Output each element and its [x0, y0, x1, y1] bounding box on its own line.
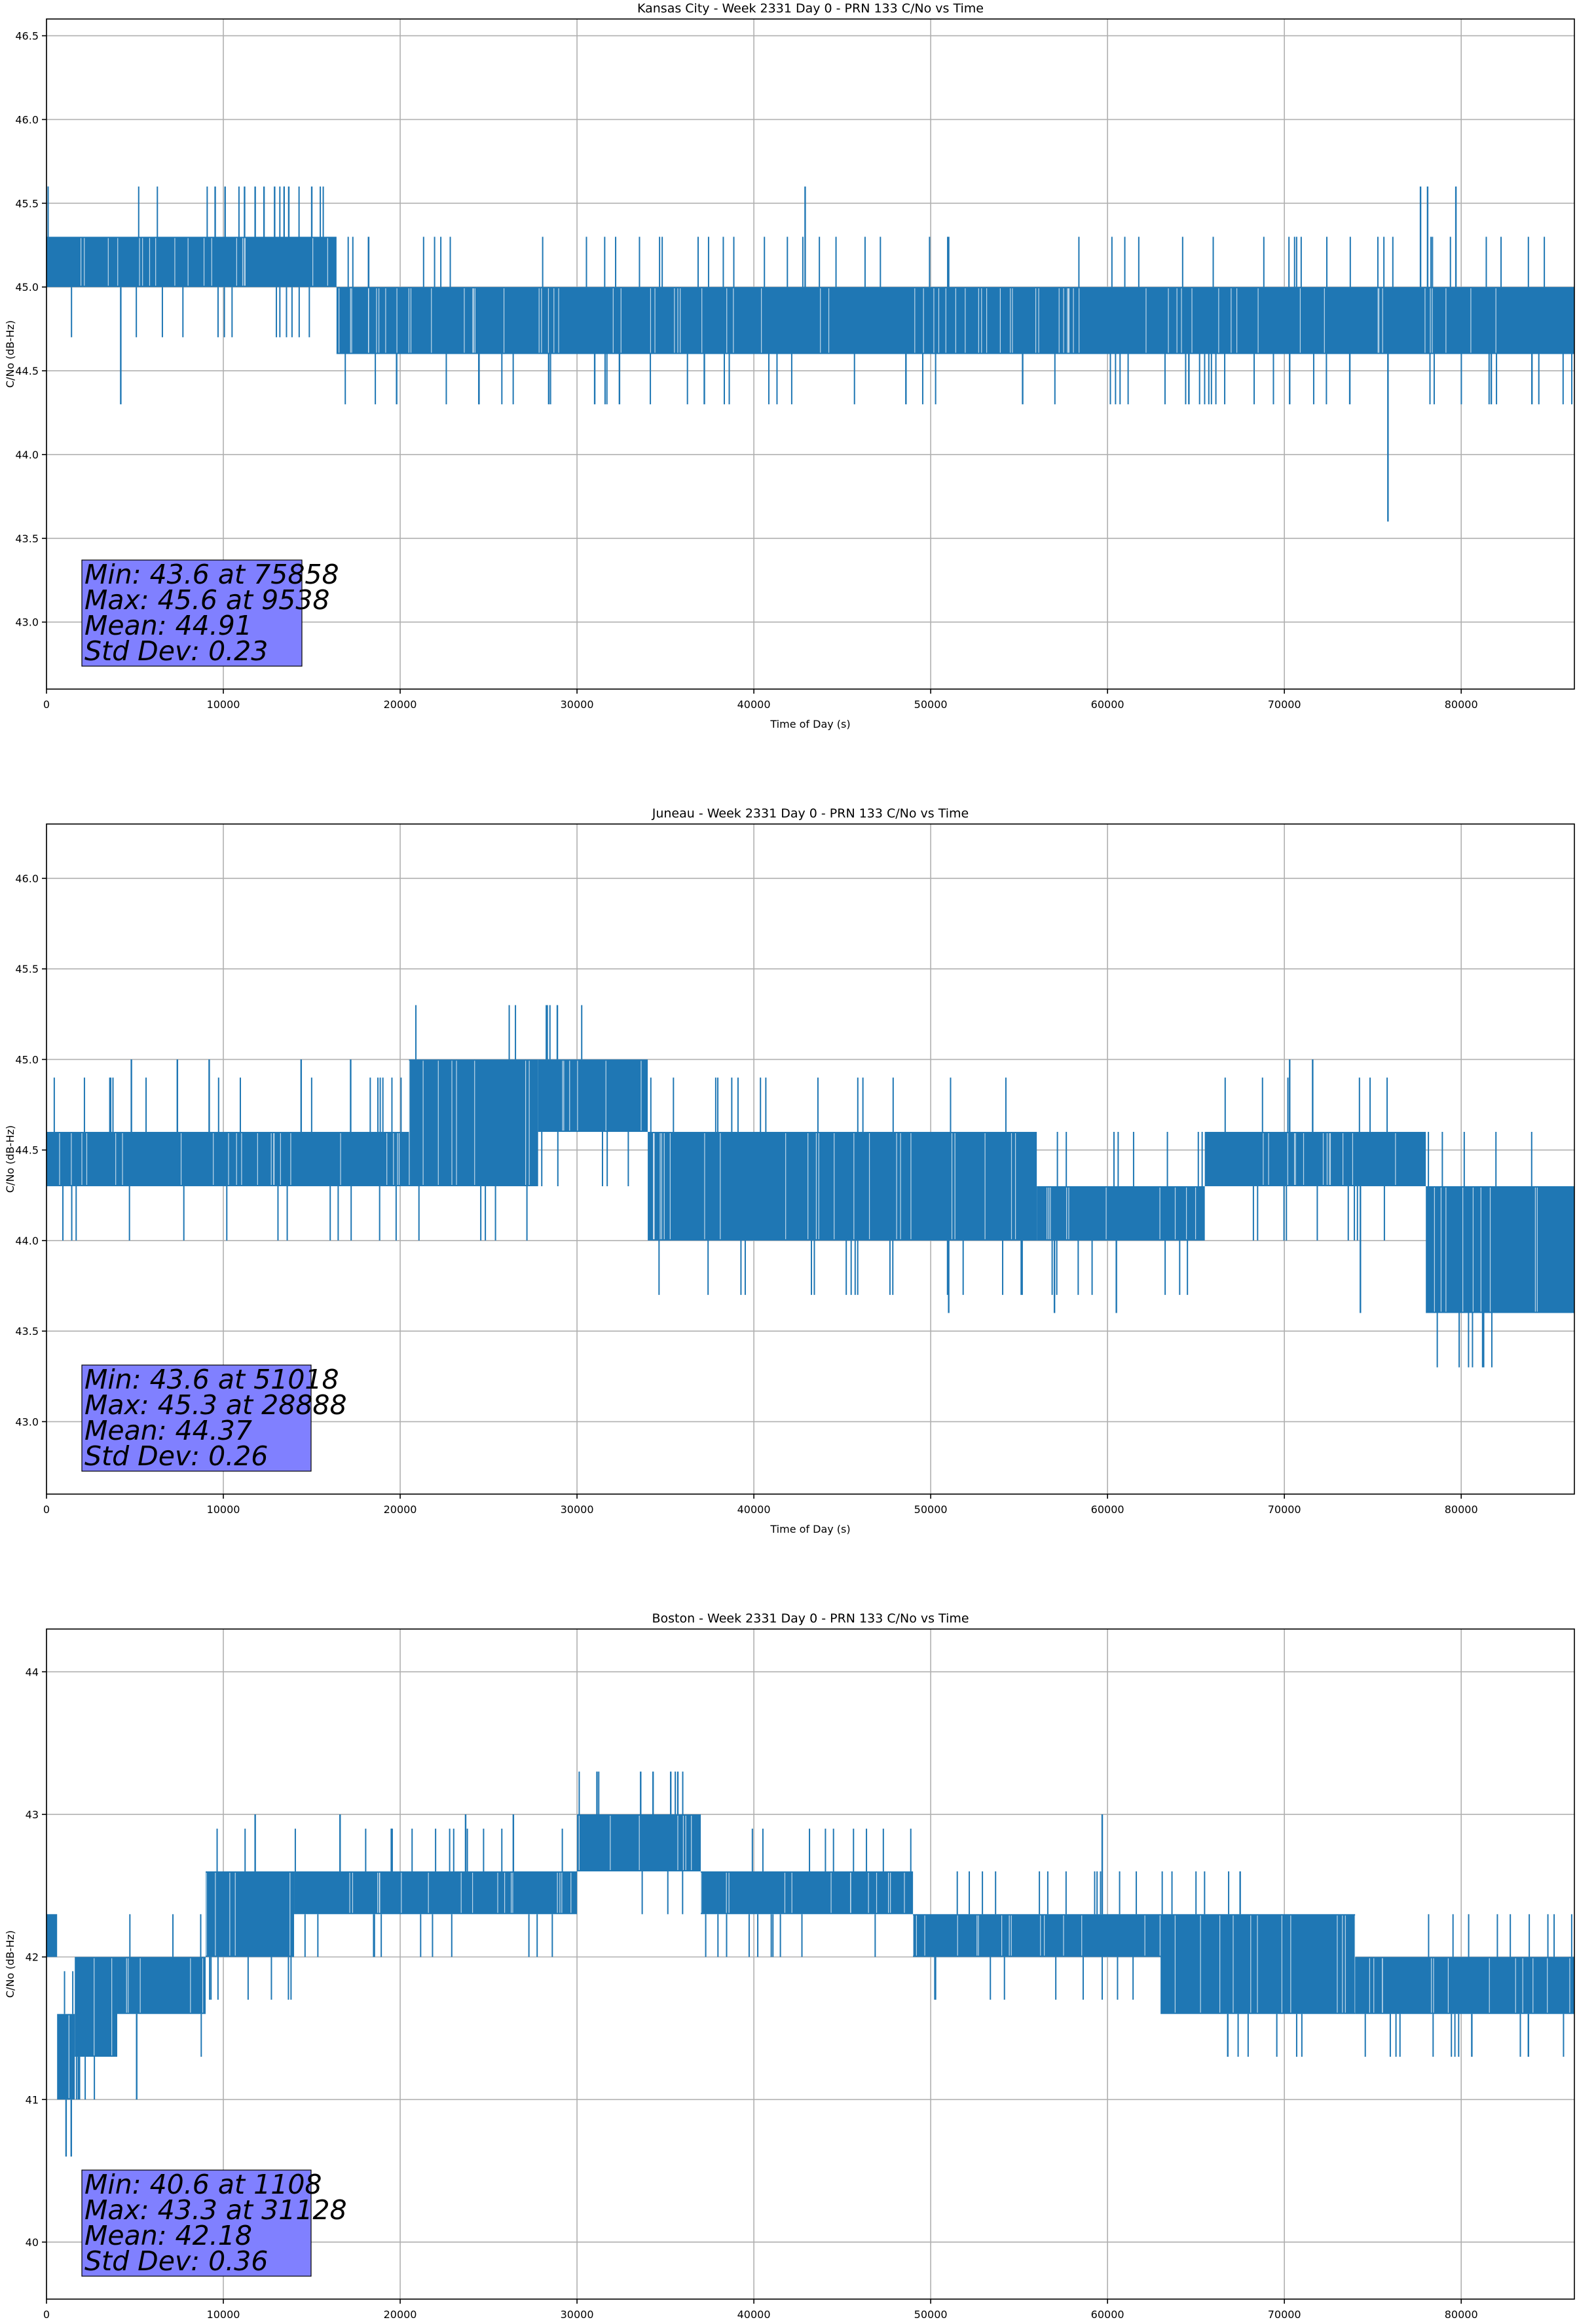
data-band	[46, 236, 337, 288]
x-tick-label: 10000	[207, 698, 240, 711]
x-tick-label: 80000	[1445, 2308, 1478, 2321]
chart-3: 0 10000 20000 30000 40000 50000 60000 70000 8000…	[4, 1611, 1575, 2321]
y-tick-label: 44	[26, 1666, 39, 1678]
x-tick-label: 0	[43, 1503, 50, 1516]
data-series	[46, 186, 1574, 522]
data-band	[1204, 1132, 1426, 1186]
y-tick-label: 46.0	[15, 872, 39, 885]
x-axis-label: Time of Day (s)	[770, 718, 850, 730]
y-tick-label: 44.5	[15, 1144, 39, 1157]
chart-2: 0 10000 20000 30000 40000 50000 60000 70000 8000…	[4, 806, 1575, 1535]
stats-line: Mean: 42.18	[84, 2220, 252, 2251]
x-tick-label: 40000	[737, 2308, 771, 2321]
y-tick-label: 40	[26, 2236, 39, 2249]
y-tick-label: 43.5	[15, 1325, 39, 1338]
y-axis-label: C/No (dB-Hz)	[4, 1125, 16, 1193]
data-band	[409, 1059, 538, 1186]
x-tick-label: 30000	[561, 2308, 594, 2321]
data-band	[648, 1132, 1037, 1241]
x-tick-label: 0	[43, 698, 50, 711]
x-tick-label: 30000	[561, 698, 594, 711]
x-tick-label: 60000	[1091, 698, 1124, 711]
axes-frame	[46, 823, 1575, 1495]
y-tick-label: 45.5	[15, 963, 39, 975]
data-band	[913, 1914, 1161, 1957]
y-tick-label: 43.5	[15, 533, 39, 545]
x-tick-label: 60000	[1091, 1503, 1124, 1516]
y-tick-label: 43.0	[15, 616, 39, 629]
x-tick-label: 0	[43, 2308, 50, 2321]
stats-line: Max: 45.6 at 9538	[84, 584, 330, 616]
x-tick-label: 80000	[1445, 698, 1478, 711]
data-band	[1426, 1186, 1574, 1313]
chart-title: Boston - Week 2331 Day 0 - PRN 133 C/No …	[652, 1611, 969, 1626]
y-tick-label: 46.0	[15, 113, 39, 126]
data-band	[46, 1914, 58, 1957]
axes-frame	[46, 18, 1575, 690]
stats-line: Std Dev: 0.23	[84, 635, 268, 667]
data-series	[46, 1771, 1574, 2157]
data-band	[46, 1132, 409, 1186]
stats-line: Std Dev: 0.26	[84, 1440, 268, 1472]
stats-line: Min: 43.6 at 51018	[84, 1364, 339, 1395]
x-tick-label: 60000	[1091, 2308, 1124, 2321]
x-tick-label: 40000	[737, 698, 771, 711]
stats-line: Mean: 44.37	[84, 1415, 252, 1446]
x-tick-label: 50000	[914, 2308, 948, 2321]
data-band	[206, 1871, 295, 1957]
stats-line: Min: 40.6 at 1108	[84, 2169, 322, 2200]
data-band	[701, 1871, 914, 1915]
y-tick-label: 43.0	[15, 1415, 39, 1428]
chart-title: Juneau - Week 2331 Day 0 - PRN 133 C/No …	[652, 806, 969, 821]
chart-1: 0 10000 20000 30000 40000 50000 60000 70000 8000…	[4, 1, 1575, 730]
x-tick-label: 70000	[1268, 1503, 1301, 1516]
stats-line: Max: 45.3 at 28888	[84, 1389, 347, 1421]
stats-box	[81, 1364, 312, 1472]
y-axis-label: C/No (dB-Hz)	[4, 1930, 16, 1998]
data-series	[46, 1005, 1574, 1368]
y-axis-label: C/No (dB-Hz)	[4, 320, 16, 388]
x-tick-label: 70000	[1268, 2308, 1301, 2321]
x-tick-label: 30000	[561, 1503, 594, 1516]
y-tick-label: 45.5	[15, 197, 39, 210]
axes-frame	[46, 1628, 1575, 2300]
data-band	[57, 2014, 75, 2100]
x-axis-label: Time of Day (s)	[770, 1523, 850, 1535]
stats-line: Min: 43.6 at 75858	[84, 559, 339, 590]
y-tick-label: 41	[26, 2093, 39, 2106]
data-band	[1037, 1186, 1205, 1241]
x-tick-label: 10000	[207, 1503, 240, 1516]
data-band	[538, 1059, 648, 1133]
x-tick-label: 20000	[384, 1503, 417, 1516]
x-tick-label: 20000	[384, 2308, 417, 2321]
y-tick-label: 43	[26, 1809, 39, 1821]
data-band	[117, 1957, 206, 2014]
y-tick-label: 44.0	[15, 449, 39, 461]
x-tick-label: 10000	[207, 2308, 240, 2321]
y-tick-label: 45.0	[15, 1053, 39, 1066]
y-tick-label: 44.5	[15, 365, 39, 377]
stats-line: Mean: 44.91	[84, 610, 252, 641]
stats-box	[81, 2169, 312, 2277]
stats-line: Std Dev: 0.36	[84, 2245, 268, 2277]
x-tick-label: 70000	[1268, 698, 1301, 711]
stats-line: Max: 43.3 at 31128	[84, 2194, 347, 2226]
y-tick-label: 44.0	[15, 1235, 39, 1247]
y-tick-label: 45.0	[15, 281, 39, 293]
y-tick-label: 42	[26, 1951, 39, 1964]
chart-title: Kansas City - Week 2331 Day 0 - PRN 133 …	[637, 1, 984, 16]
data-band	[1355, 1957, 1574, 2014]
y-tick-label: 46.5	[15, 30, 39, 43]
x-tick-label: 80000	[1445, 1503, 1478, 1516]
data-band	[294, 1871, 578, 1915]
x-tick-label: 40000	[737, 1503, 771, 1516]
x-tick-label: 50000	[914, 1503, 948, 1516]
x-tick-label: 20000	[384, 698, 417, 711]
data-band	[75, 1957, 118, 2057]
stats-box	[81, 559, 303, 667]
x-tick-label: 50000	[914, 698, 948, 711]
